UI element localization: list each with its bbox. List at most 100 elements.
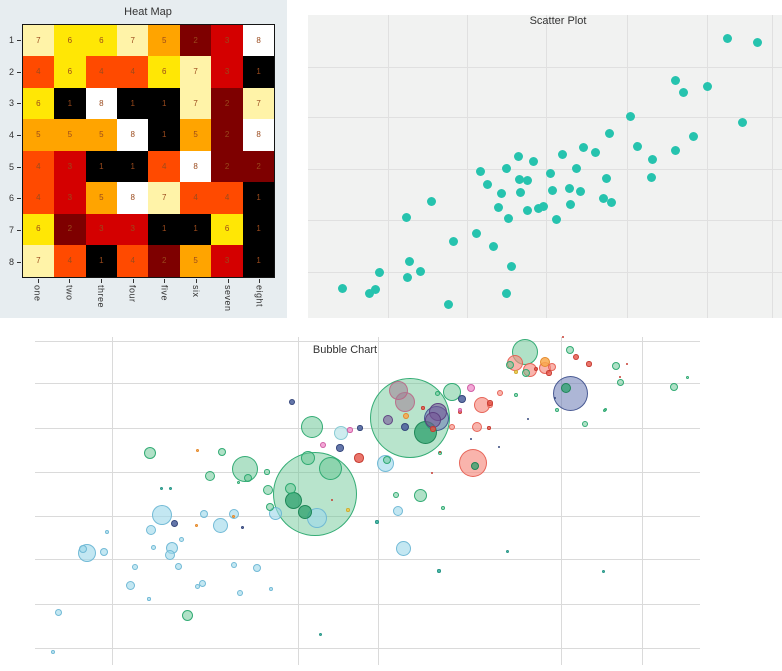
- heatmap-cell: 5: [179, 119, 212, 151]
- bubble: [616, 378, 624, 386]
- gridline-horizontal: [308, 272, 782, 273]
- bubble: [330, 498, 334, 502]
- scatter-point: [402, 272, 412, 282]
- gridline-horizontal: [35, 559, 700, 560]
- heatmap-cell: 1: [85, 150, 118, 183]
- bubble: [194, 523, 198, 527]
- bubble: [586, 361, 592, 367]
- bubble: [471, 462, 479, 470]
- bubble: [289, 399, 295, 405]
- bubble: [346, 508, 350, 512]
- scatter-point: [646, 172, 656, 182]
- heatmap-cell: 7: [148, 182, 180, 214]
- bubble: [466, 383, 476, 393]
- bubble: [458, 395, 466, 403]
- scatter-point: [625, 111, 635, 121]
- gridline-horizontal: [308, 220, 782, 221]
- bubble: [553, 396, 557, 400]
- heatmap-cell: 3: [117, 213, 149, 246]
- scatter-point: [443, 299, 453, 309]
- bubble: [487, 426, 491, 430]
- scatter-point: [752, 37, 762, 47]
- gridline-horizontal: [35, 341, 700, 342]
- bubble: [441, 506, 445, 510]
- bubble: [218, 448, 226, 456]
- scatter-point: [688, 131, 698, 141]
- scatter-point: [564, 183, 574, 193]
- heatmap-cell: 7: [22, 25, 55, 57]
- heatmap-cell: 3: [211, 25, 243, 57]
- bubble: [236, 480, 240, 484]
- bubble: [231, 514, 235, 518]
- y-tick-label: 7: [8, 225, 14, 236]
- heatmap-cell: 8: [117, 119, 149, 151]
- bubble: [51, 650, 55, 654]
- heatmap-cell: 8: [117, 182, 149, 214]
- scatter-point: [370, 284, 380, 294]
- bubble: [178, 536, 184, 542]
- bubble: [150, 544, 156, 550]
- tick-mark: [16, 71, 21, 73]
- heatmap-cell: 4: [148, 150, 180, 183]
- bubble: [301, 451, 315, 465]
- bubble: [100, 548, 108, 556]
- bubble: [496, 389, 504, 397]
- gridline-vertical: [467, 15, 468, 318]
- y-tick-label: 5: [8, 161, 14, 172]
- heatmap-cell: 8: [179, 150, 212, 183]
- scatter-point: [702, 81, 712, 91]
- scatter-point: [475, 166, 485, 176]
- scatter-point: [493, 202, 503, 212]
- heatmap-cell: 1: [117, 150, 149, 183]
- bubble: [388, 380, 408, 400]
- tick-mark: [16, 230, 21, 232]
- heatmap-cell: 6: [85, 25, 118, 57]
- scatter-point: [575, 186, 585, 196]
- scatter-point: [448, 236, 458, 246]
- bubble: [505, 549, 509, 553]
- heatmap-cell: 4: [22, 56, 55, 88]
- scatter-point: [528, 156, 538, 166]
- tick-mark: [227, 278, 229, 283]
- heatmap-cell: 2: [242, 150, 275, 183]
- bubble: [413, 488, 427, 502]
- heatmap-cell: 6: [22, 87, 55, 120]
- gridline-vertical: [378, 337, 379, 665]
- x-tick-label: one: [32, 284, 43, 302]
- gridline-horizontal: [35, 516, 700, 517]
- heatmap-cell: 2: [211, 119, 243, 151]
- bubble: [264, 469, 270, 475]
- scatter-point: [678, 87, 688, 97]
- bubble: [552, 375, 588, 411]
- scatter-point: [482, 179, 492, 189]
- bubble: [357, 425, 363, 431]
- bubble: [612, 362, 620, 370]
- gridline-horizontal: [35, 472, 700, 473]
- x-tick-label: five: [159, 284, 170, 301]
- bubble: [79, 545, 87, 553]
- scatter-point: [538, 201, 548, 211]
- heatmap-cell: 5: [85, 119, 118, 151]
- bubble: [448, 423, 456, 431]
- bubble: [263, 485, 273, 495]
- heatmap-cell: 1: [179, 213, 212, 246]
- heatmap-cell: 5: [148, 25, 180, 57]
- heatmap-cell: 2: [148, 245, 180, 277]
- bubble: [229, 509, 239, 519]
- heatmap-cell: 1: [117, 87, 149, 120]
- tick-mark: [164, 278, 166, 283]
- scatter-point: [488, 241, 498, 251]
- heatmap-cell: 1: [148, 87, 180, 120]
- bubble: [354, 453, 364, 463]
- y-tick-label: 1: [8, 34, 14, 45]
- scatter-point: [522, 175, 532, 185]
- bubble: [319, 441, 327, 449]
- y-tick-label: 4: [8, 129, 14, 140]
- bubble: [195, 448, 199, 452]
- heatmap-cell: 1: [54, 87, 86, 120]
- heatmap-cell: 5: [22, 119, 55, 151]
- scatter-point: [501, 288, 511, 298]
- bubble: [336, 444, 344, 452]
